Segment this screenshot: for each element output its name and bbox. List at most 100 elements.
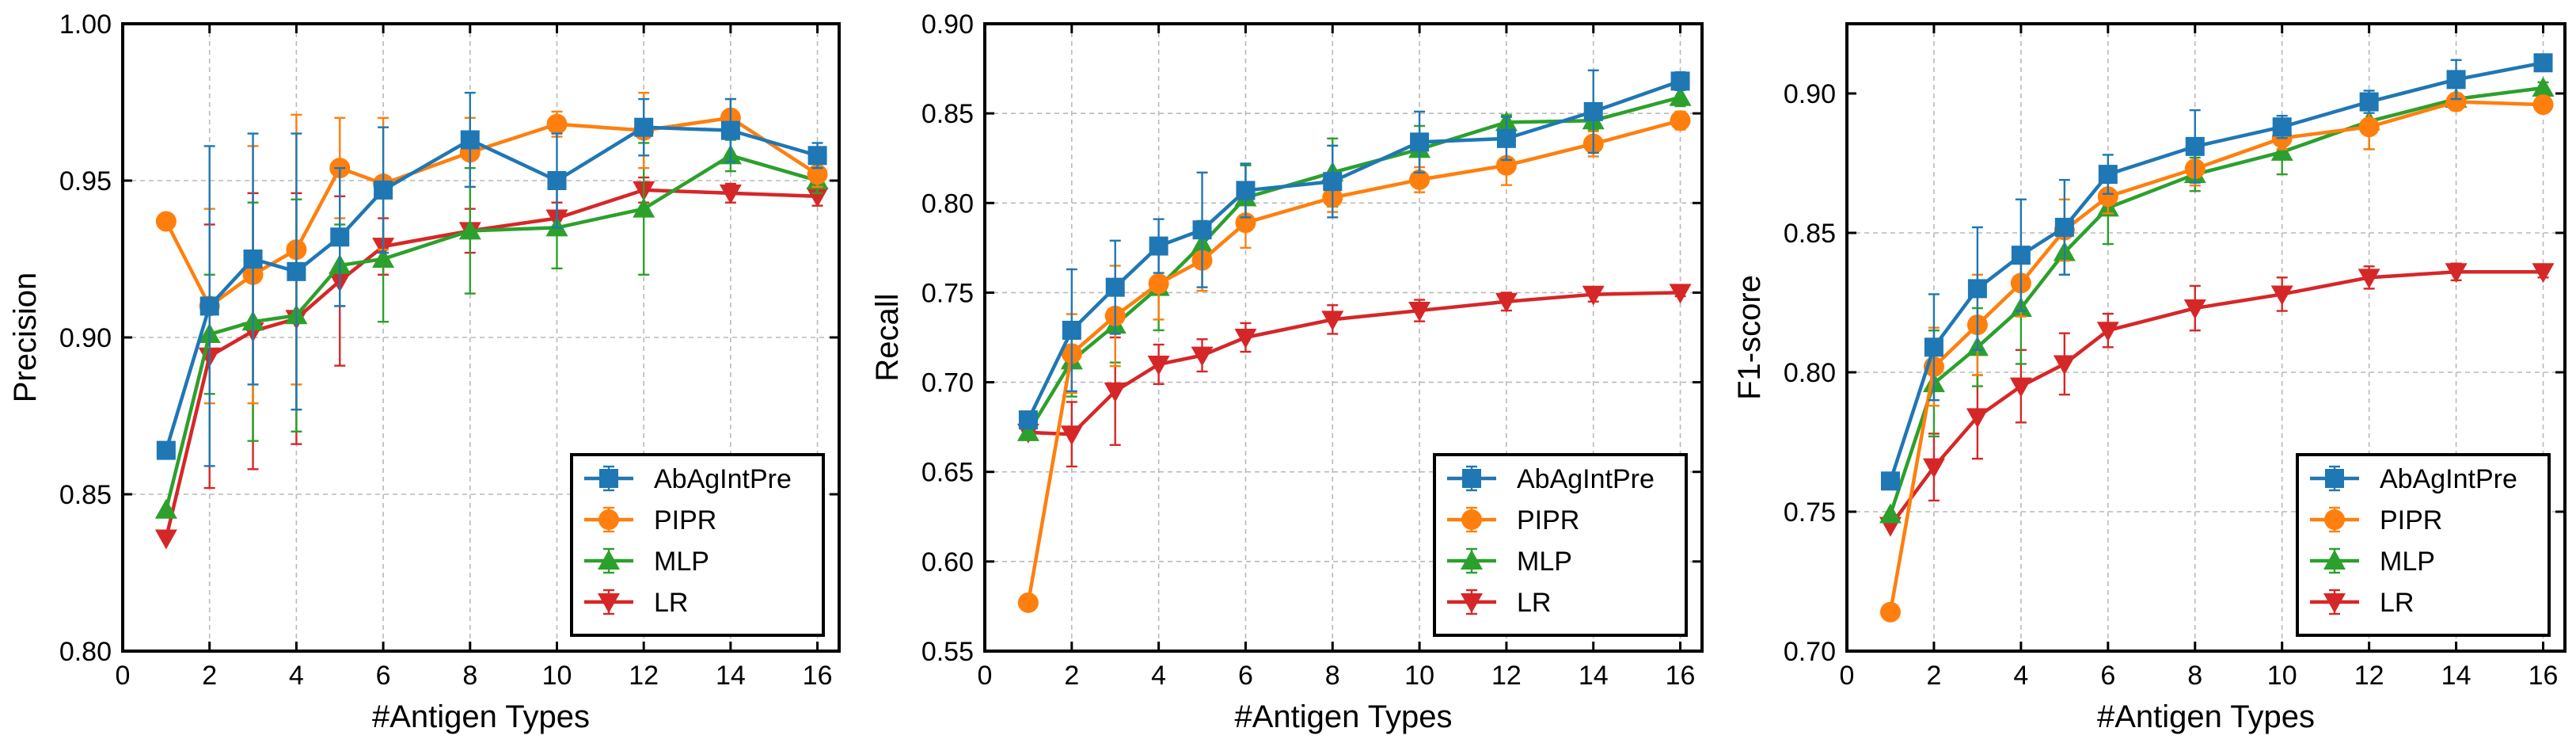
legend-item-AbAgIntPre: AbAgIntPre [2310,464,2517,494]
data-point [330,227,350,247]
x-tick-label: 12 [2354,661,2384,691]
y-tick-label: 0.80 [921,189,974,219]
legend-label: MLP [2380,547,2435,577]
data-point [155,211,177,232]
legend-item-PIPR: PIPR [2310,505,2442,535]
data-point [1018,410,1038,430]
data-point [1670,71,1690,91]
legend-label: AbAgIntPre [2380,464,2517,494]
legend-item-AbAgIntPre: AbAgIntPre [1447,464,1655,494]
data-point [1234,329,1257,349]
data-point [1967,279,1987,299]
data-point [2270,140,2293,161]
data-point [2358,269,2380,289]
x-tick-label: 10 [542,661,572,691]
y-tick-label: 0.90 [921,10,974,40]
data-point [2533,53,2553,73]
series-line [164,125,819,452]
series-LR [1016,284,1692,468]
data-point [199,296,219,316]
legend-label: LR [1517,588,1551,618]
x-tick-label: 16 [1666,661,1696,691]
data-point [2445,91,2467,112]
legend-marker [2323,593,2346,613]
x-tick-label: 12 [1491,661,1522,691]
chart-panel-2: 0 2 4 6 8 10 12 14 16 0.55 0.60 0.65 0.70 0.75 0.80 0.8… [870,10,1704,734]
data-point [2097,186,2118,208]
y-tick-label: 0.60 [921,547,974,577]
y-tick-label: 0.70 [921,368,974,398]
data-point [1879,503,1902,524]
data-point [1669,86,1692,106]
data-point [1191,346,1214,367]
series-line [164,116,819,308]
legend-marker [1461,550,1483,570]
y-axis-label: Recall [870,293,905,381]
data-point [1105,277,1125,297]
x-tick-label: 2 [1064,661,1079,691]
legend-label: PIPR [1517,505,1579,535]
data-point [287,261,306,281]
data-point [2359,92,2379,112]
x-tick-label: 6 [2100,661,2115,691]
x-tick-label: 12 [629,661,659,691]
y-tick-label: 0.75 [921,278,974,308]
plot-frame [1845,22,2567,653]
data-point [807,146,827,166]
data-point [1321,311,1344,331]
series-AbAgIntPre [1880,53,2553,491]
chart-panel-3: 0 2 4 6 8 10 12 14 16 0.70 0.75 0.80 0.85 0.90 #Antige… [1732,22,2567,734]
x-tick-label: 16 [803,661,833,691]
series-line [1026,79,1681,421]
legend-label: LR [654,588,688,618]
legend-marker [598,550,620,570]
data-point [2532,263,2555,284]
x-tick-label: 8 [462,661,477,691]
data-point [1236,181,1256,200]
data-point [2011,246,2031,265]
x-tick-label: 6 [376,661,391,691]
data-point [2445,263,2468,284]
data-point [1147,355,1170,375]
data-point [1880,471,1900,491]
x-tick-label: 10 [1404,661,1434,691]
data-point [1583,101,1603,121]
y-tick-label: 0.80 [59,637,112,667]
data-point [1582,285,1605,306]
x-tick-label: 10 [2267,661,2297,691]
data-point [2054,217,2074,237]
data-point [1016,421,1039,441]
legend-label: LR [2380,588,2414,618]
legend-marker [598,509,619,530]
legend-item-MLP: MLP [1447,547,1572,577]
x-tick-label: 0 [978,661,993,691]
data-point [2358,116,2380,138]
data-point [372,248,395,268]
legend-label: AbAgIntPre [654,464,792,494]
series-LR [1879,262,2555,537]
data-point [1495,292,1518,313]
x-tick-label: 2 [1926,661,1941,691]
legend-item-MLP: MLP [584,547,709,577]
data-point [1060,425,1083,446]
x-tick-label: 14 [716,661,746,691]
legend-item-PIPR: PIPR [584,505,716,535]
data-point [156,440,176,460]
data-point [1408,302,1431,322]
data-point [2532,94,2554,116]
data-point [1192,220,1212,240]
data-point [546,113,568,135]
y-tick-label: 0.90 [1784,79,1836,109]
legend-item-LR: LR [1447,588,1551,618]
y-tick-label: 1.00 [59,10,112,40]
data-point [634,117,654,137]
x-tick-label: 14 [2441,661,2472,691]
x-tick-label: 2 [202,661,217,691]
data-point [243,250,263,269]
legend: AbAgIntPre PIPR MLP LR [2296,453,2551,637]
x-axis-label: #Antigen Types [1234,699,1452,734]
data-point [1922,458,1945,478]
data-point [154,498,177,519]
series-line [1888,86,2544,516]
legend-marker [599,469,618,488]
